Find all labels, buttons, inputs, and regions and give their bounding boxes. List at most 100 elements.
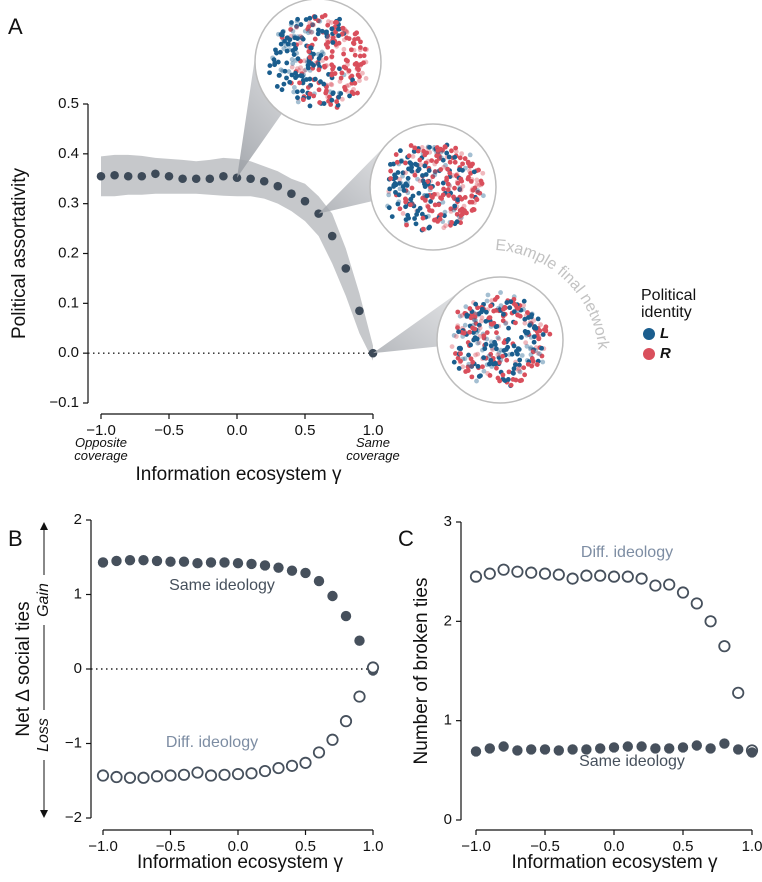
network-node [432, 172, 438, 178]
network-node [525, 315, 531, 320]
network-node [449, 344, 455, 349]
network-node [316, 67, 322, 73]
y-axis-label: Number of broken ties [411, 578, 432, 765]
network-node [460, 183, 466, 189]
data-point [746, 747, 758, 758]
network-node [403, 204, 408, 210]
network-node [457, 208, 463, 213]
network-node [452, 203, 458, 209]
network-node [515, 312, 521, 318]
network-node [521, 365, 527, 371]
network-node [447, 159, 453, 165]
network-node [363, 75, 369, 81]
network-node [465, 368, 471, 373]
panel-label: C [398, 526, 414, 551]
network-node [387, 186, 393, 192]
network-node [429, 158, 435, 164]
data-point [178, 556, 190, 567]
network-node [535, 350, 541, 356]
y-tick-label: 0 [444, 811, 452, 828]
network-node [463, 304, 469, 310]
network-node [323, 42, 329, 47]
network-node [289, 56, 295, 62]
network-node [468, 171, 473, 176]
network-node [430, 174, 436, 180]
network-node [488, 357, 494, 363]
network-node [454, 171, 460, 177]
y-tick-label: 0.5 [58, 95, 79, 112]
network-node [531, 334, 537, 340]
network-node [462, 322, 468, 328]
network-node [316, 87, 322, 93]
network-node [330, 40, 336, 45]
network-node [311, 62, 316, 68]
network-node [338, 75, 344, 81]
y-tick-label: 1 [444, 712, 452, 729]
network-node [300, 80, 306, 86]
network-node [468, 342, 474, 348]
network-node [456, 329, 461, 335]
data-point [691, 740, 702, 751]
network-node [498, 290, 503, 295]
network-node [466, 175, 471, 180]
network-node [451, 359, 457, 365]
data-point [204, 769, 218, 782]
network-node [334, 99, 340, 105]
network-node [300, 88, 305, 94]
x-tick-label: −0.5 [530, 838, 560, 855]
data-point [608, 742, 620, 753]
network-node [483, 318, 489, 324]
network-node [274, 50, 279, 56]
network-node [460, 364, 466, 370]
network-node [522, 372, 528, 378]
network-node [291, 33, 297, 39]
network-node [489, 321, 495, 327]
network-node [289, 72, 295, 78]
network-node [413, 161, 418, 167]
network-node [297, 40, 303, 46]
data-point [676, 586, 690, 599]
network-node [444, 177, 449, 183]
network-node [307, 15, 313, 21]
network-node [345, 62, 350, 67]
network-node [323, 55, 329, 61]
network-node [352, 61, 358, 67]
network-node [329, 49, 335, 54]
network-node [419, 145, 425, 150]
data-point [151, 555, 163, 567]
data-point [327, 231, 337, 241]
x-tick-label: 0.5 [295, 422, 316, 439]
network-node [419, 211, 425, 217]
data-point [313, 575, 325, 587]
network-node [500, 372, 506, 378]
network-node [529, 312, 535, 318]
data-point [123, 171, 133, 181]
network-node [440, 199, 446, 205]
series-label: Same ideology [579, 753, 685, 770]
network-node [438, 167, 444, 172]
network-node [305, 26, 311, 32]
data-point [219, 171, 228, 181]
network-node [329, 20, 334, 25]
network-node [410, 193, 416, 199]
network-node [443, 162, 448, 168]
network-node [505, 344, 511, 350]
data-point [300, 567, 311, 579]
network-node [475, 188, 481, 193]
network-node [282, 68, 288, 74]
network-node [510, 370, 516, 376]
network-node [277, 49, 283, 55]
network-node [476, 340, 482, 346]
network-node [460, 161, 465, 167]
network-node [496, 336, 502, 342]
network-node [508, 382, 514, 388]
network-node [320, 58, 325, 63]
network-node [325, 94, 331, 100]
network-node [295, 99, 301, 105]
legend-title: Political identity [641, 287, 697, 321]
network-node [412, 216, 417, 221]
network-node [316, 27, 321, 33]
network-node [505, 337, 511, 342]
data-point [259, 176, 269, 186]
network-node [348, 47, 354, 53]
